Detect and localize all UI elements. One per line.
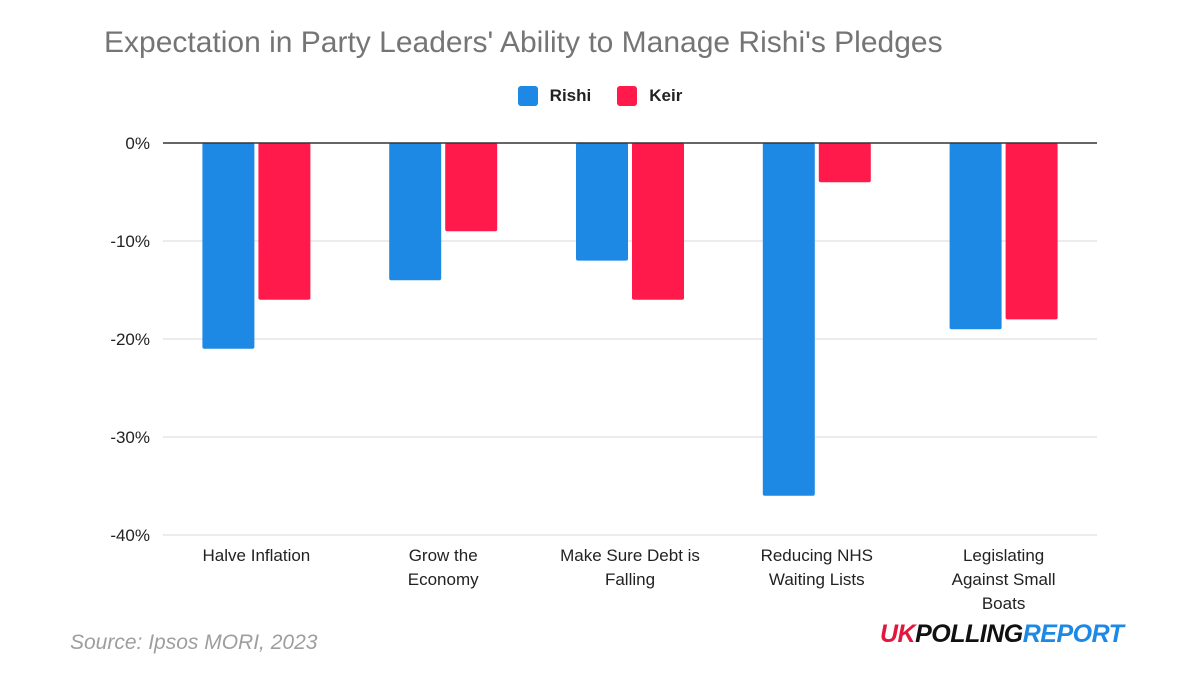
bar-rishi [576,143,628,261]
legend-item-keir: Keir [617,86,682,106]
x-tick-label: Falling [605,570,655,589]
brand-logo: UKPOLLINGREPORT [880,620,1124,649]
brand-logo-report: REPORT [1022,620,1124,648]
x-tick-label: Against Small [952,570,1056,589]
x-tick-label: Halve Inflation [203,546,311,565]
x-tick-label: Legislating [963,546,1044,565]
x-tick-label: Reducing NHS [761,546,873,565]
bar-keir [632,143,684,300]
legend-label-keir: Keir [649,86,683,105]
source-note: Source: Ipsos MORI, 2023 [70,631,318,654]
legend-swatch-rishi [517,86,538,106]
bar-rishi [949,143,1002,330]
y-tick-label: -40% [110,526,150,545]
bar-rishi [202,143,255,349]
y-tick-label: -20% [110,330,150,349]
brand-logo-polling: POLLING [915,620,1023,648]
chart-title: Expectation in Party Leaders' Ability to… [104,26,943,59]
x-tick-label: Make Sure Debt is [560,546,700,565]
x-tick-label: Waiting Lists [769,570,865,589]
legend-label-rishi: Rishi [549,86,592,105]
y-tick-label: -10% [110,232,150,251]
bar-rishi [762,143,815,496]
chart-legend: Rishi Keir [0,86,1200,106]
legend-swatch-keir [617,86,638,106]
x-tick-label: Economy [408,570,479,589]
bar-keir [258,143,311,300]
brand-logo-uk: UK [880,620,916,648]
x-tick-label: Grow the [409,546,478,565]
bar-rishi [389,143,442,281]
legend-item-rishi: Rishi [517,86,592,106]
bar-keir [445,143,498,232]
y-tick-label: 0% [125,134,150,153]
y-tick-label: -30% [110,428,150,447]
x-tick-label: Boats [982,594,1025,613]
bar-keir [1005,143,1058,320]
bar-keir [818,143,871,183]
